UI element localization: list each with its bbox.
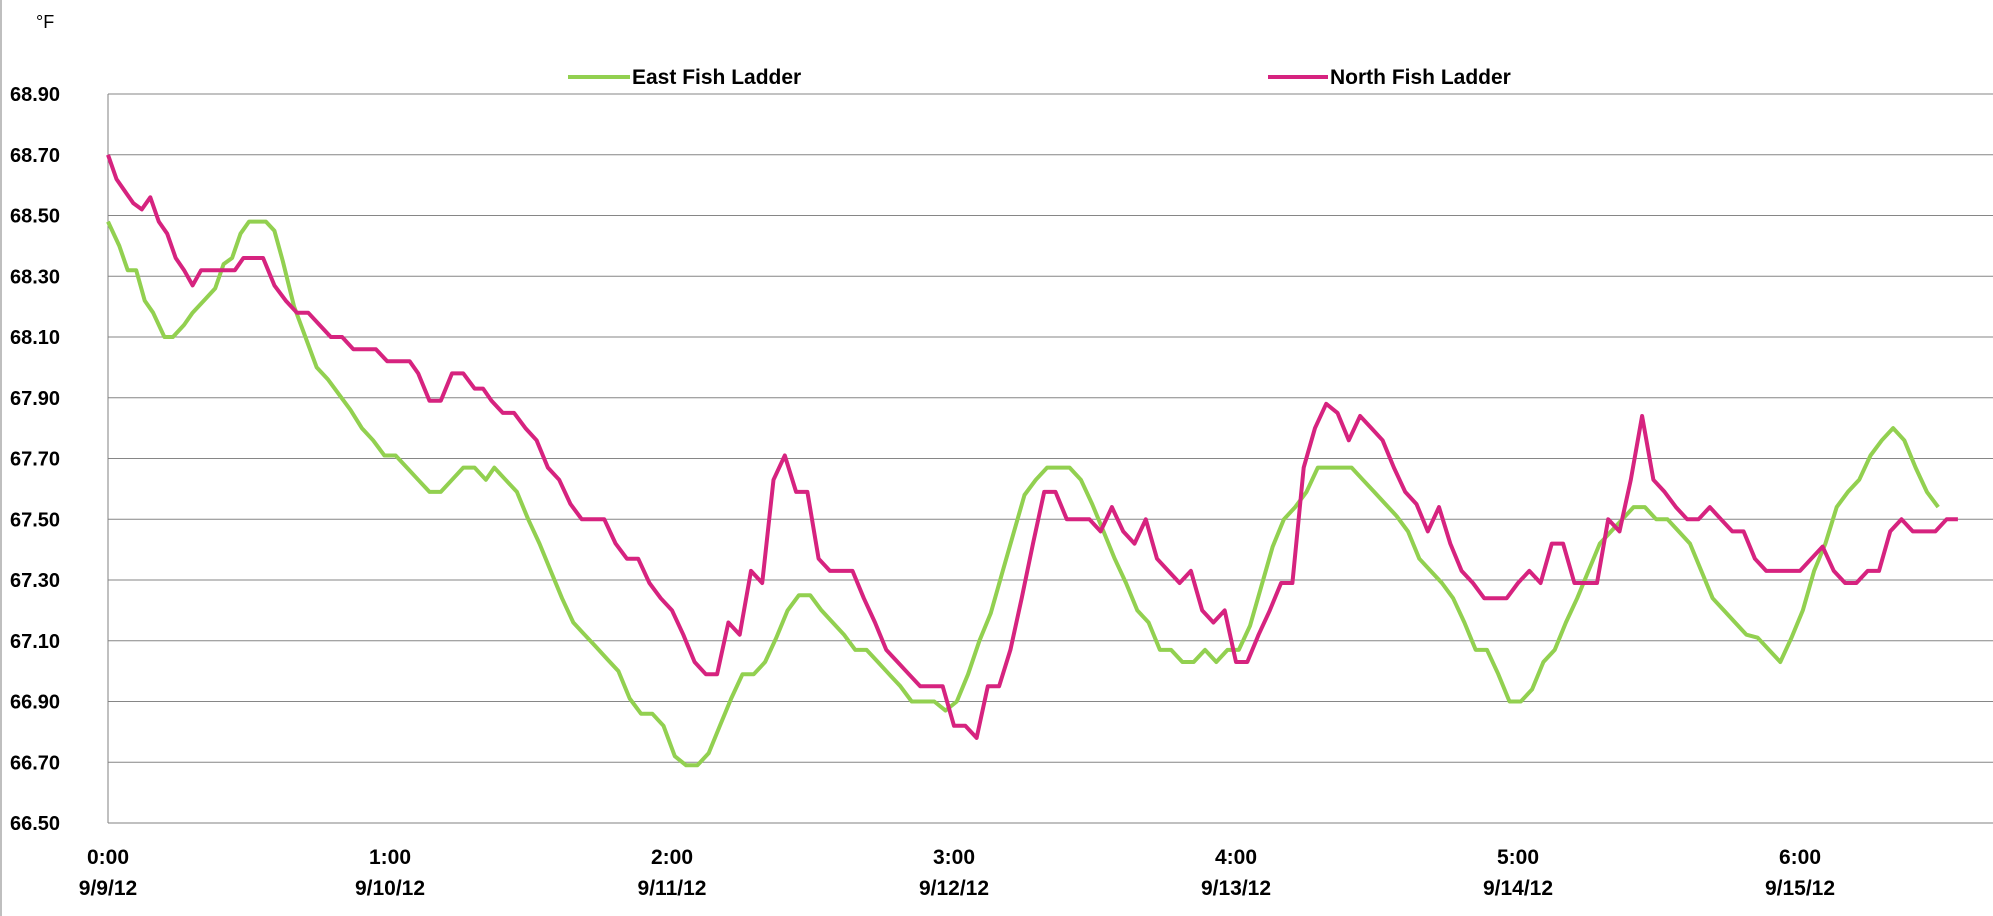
x-tick-time-label: 6:00 bbox=[1779, 846, 1821, 869]
x-tick-date-label: 9/10/12 bbox=[355, 877, 425, 900]
y-tick-label: 68.90 bbox=[10, 84, 60, 106]
y-tick-label: 67.50 bbox=[10, 509, 60, 531]
y-tick-label: 68.50 bbox=[10, 206, 60, 228]
y-tick-label: 66.50 bbox=[10, 813, 60, 835]
gridlines bbox=[107, 93, 1993, 824]
legend: East Fish Ladder North Fish Ladder bbox=[568, 66, 1511, 89]
x-tick-time-label: 0:00 bbox=[87, 846, 129, 869]
series-line-east-fish-ladder bbox=[106, 219, 1940, 768]
legend-label-east: East Fish Ladder bbox=[632, 66, 801, 89]
y-tick-label: 67.30 bbox=[10, 570, 60, 592]
y-axis-ticks: 66.50 66.70 66.90 67.10 67.30 67.50 67.70 67.90… bbox=[10, 84, 60, 835]
x-tick-time-label: 1:00 bbox=[369, 846, 411, 869]
x-tick-date-label: 9/13/12 bbox=[1201, 877, 1271, 900]
x-tick-time-label: 2:00 bbox=[651, 846, 693, 869]
legend-item-north: North Fish Ladder bbox=[1268, 66, 1511, 89]
x-tick-date-label: 9/14/12 bbox=[1483, 877, 1553, 900]
y-tick-label: 67.10 bbox=[10, 631, 60, 653]
y-axis-unit-label: °F bbox=[36, 12, 54, 32]
y-tick-label: 68.30 bbox=[10, 266, 60, 288]
legend-label-north: North Fish Ladder bbox=[1330, 66, 1511, 89]
series-line-north-fish-ladder bbox=[106, 154, 1958, 740]
x-tick-time-label: 4:00 bbox=[1215, 846, 1257, 869]
x-tick-date-label: 9/15/12 bbox=[1765, 877, 1835, 900]
y-tick-label: 66.70 bbox=[10, 752, 60, 774]
legend-item-east: East Fish Ladder bbox=[568, 66, 801, 89]
x-tick-date-label: 9/9/12 bbox=[79, 877, 137, 900]
x-axis-ticks: 0:00 9/9/12 1:00 9/10/12 2:00 9/11/12 3:00 9/12… bbox=[79, 846, 1835, 900]
x-tick-time-label: 3:00 bbox=[933, 846, 975, 869]
x-tick-time-label: 5:00 bbox=[1497, 846, 1539, 869]
x-tick-date-label: 9/12/12 bbox=[919, 877, 989, 900]
y-tick-label: 66.90 bbox=[10, 692, 60, 714]
series-lines bbox=[106, 154, 1958, 768]
y-tick-label: 67.90 bbox=[10, 388, 60, 410]
x-tick-date-label: 9/11/12 bbox=[638, 877, 707, 900]
y-tick-label: 67.70 bbox=[10, 449, 60, 471]
y-tick-label: 68.10 bbox=[10, 327, 60, 349]
y-tick-label: 68.70 bbox=[10, 145, 60, 167]
